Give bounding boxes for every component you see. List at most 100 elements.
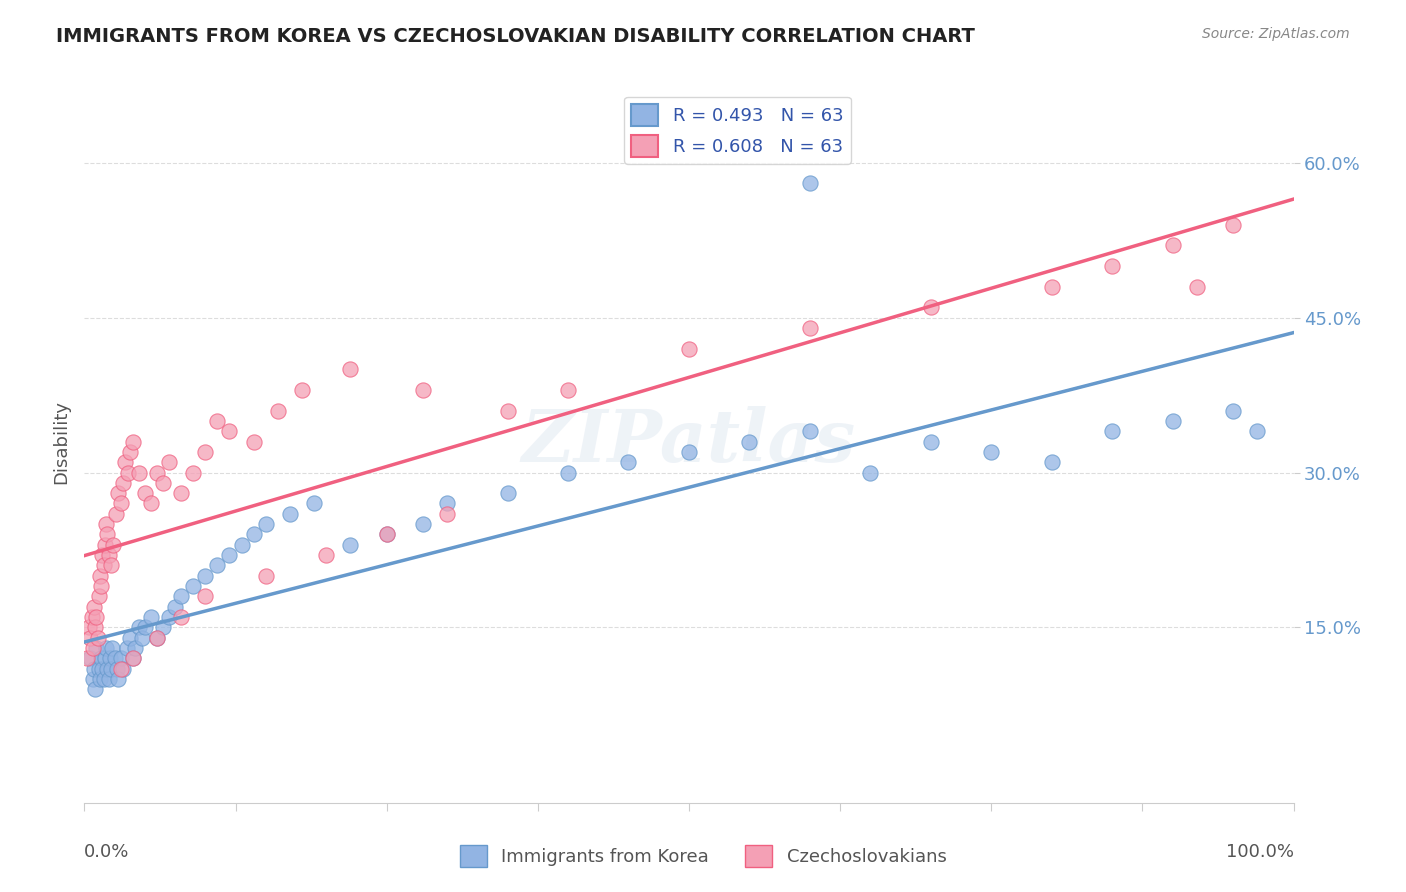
Point bbox=[117, 466, 139, 480]
Point bbox=[146, 631, 169, 645]
Point bbox=[181, 579, 204, 593]
Point bbox=[94, 640, 117, 655]
Point bbox=[79, 631, 101, 645]
Point bbox=[557, 383, 579, 397]
Point bbox=[315, 548, 337, 562]
Point bbox=[920, 301, 942, 315]
Point bbox=[170, 590, 193, 604]
Point bbox=[152, 475, 174, 490]
Point bbox=[97, 672, 120, 686]
Point bbox=[87, 590, 110, 604]
Point bbox=[799, 321, 821, 335]
Point bbox=[920, 434, 942, 449]
Point bbox=[120, 631, 142, 645]
Point bbox=[617, 455, 640, 469]
Point bbox=[254, 568, 277, 582]
Point bbox=[94, 651, 117, 665]
Point bbox=[82, 672, 104, 686]
Point bbox=[267, 403, 290, 417]
Point bbox=[104, 507, 127, 521]
Point bbox=[107, 486, 129, 500]
Point bbox=[194, 445, 217, 459]
Point bbox=[90, 651, 112, 665]
Point bbox=[76, 651, 98, 665]
Point bbox=[115, 640, 138, 655]
Point bbox=[1161, 414, 1184, 428]
Point bbox=[93, 558, 115, 573]
Point bbox=[110, 496, 132, 510]
Point bbox=[134, 620, 156, 634]
Point bbox=[181, 466, 204, 480]
Point bbox=[84, 620, 107, 634]
Point bbox=[218, 424, 240, 438]
Point bbox=[146, 466, 169, 480]
Point bbox=[1101, 259, 1123, 273]
Point bbox=[84, 682, 107, 697]
Point bbox=[112, 475, 135, 490]
Point bbox=[194, 590, 217, 604]
Point bbox=[91, 548, 114, 562]
Point bbox=[1246, 424, 1268, 438]
Point bbox=[110, 662, 132, 676]
Point bbox=[157, 610, 180, 624]
Point bbox=[121, 651, 143, 665]
Point bbox=[412, 517, 434, 532]
Point bbox=[496, 403, 519, 417]
Point bbox=[87, 662, 110, 676]
Point bbox=[97, 548, 120, 562]
Point bbox=[412, 383, 434, 397]
Text: 0.0%: 0.0% bbox=[84, 843, 129, 861]
Point bbox=[1040, 455, 1063, 469]
Point bbox=[100, 558, 122, 573]
Point bbox=[134, 486, 156, 500]
Text: ZIPatlas: ZIPatlas bbox=[522, 406, 856, 477]
Point bbox=[1040, 279, 1063, 293]
Point bbox=[980, 445, 1002, 459]
Point bbox=[89, 568, 111, 582]
Point bbox=[339, 362, 361, 376]
Point bbox=[79, 651, 101, 665]
Point bbox=[128, 620, 150, 634]
Point bbox=[80, 610, 103, 624]
Point bbox=[94, 538, 117, 552]
Point bbox=[121, 651, 143, 665]
Point bbox=[110, 651, 132, 665]
Point bbox=[112, 662, 135, 676]
Point bbox=[83, 662, 105, 676]
Point bbox=[859, 466, 882, 480]
Point bbox=[254, 517, 277, 532]
Point bbox=[98, 651, 121, 665]
Point bbox=[101, 640, 124, 655]
Point bbox=[86, 631, 108, 645]
Point bbox=[799, 424, 821, 438]
Point bbox=[738, 434, 761, 449]
Point bbox=[89, 672, 111, 686]
Point bbox=[114, 455, 136, 469]
Point bbox=[100, 662, 122, 676]
Point bbox=[1222, 403, 1244, 417]
Point bbox=[375, 527, 398, 541]
Legend: Immigrants from Korea, Czechoslovakians: Immigrants from Korea, Czechoslovakians bbox=[453, 838, 953, 874]
Point bbox=[291, 383, 314, 397]
Point bbox=[96, 527, 118, 541]
Point bbox=[94, 517, 117, 532]
Point bbox=[436, 507, 458, 521]
Point bbox=[121, 434, 143, 449]
Point bbox=[170, 610, 193, 624]
Point bbox=[1185, 279, 1208, 293]
Text: Source: ZipAtlas.com: Source: ZipAtlas.com bbox=[1202, 27, 1350, 41]
Point bbox=[120, 445, 142, 459]
Point bbox=[1101, 424, 1123, 438]
Point bbox=[678, 342, 700, 356]
Point bbox=[207, 558, 229, 573]
Point bbox=[799, 177, 821, 191]
Point bbox=[170, 486, 193, 500]
Point bbox=[1222, 218, 1244, 232]
Point bbox=[139, 610, 162, 624]
Point bbox=[152, 620, 174, 634]
Point bbox=[278, 507, 301, 521]
Point bbox=[557, 466, 579, 480]
Point bbox=[93, 672, 115, 686]
Point bbox=[82, 640, 104, 655]
Point bbox=[302, 496, 325, 510]
